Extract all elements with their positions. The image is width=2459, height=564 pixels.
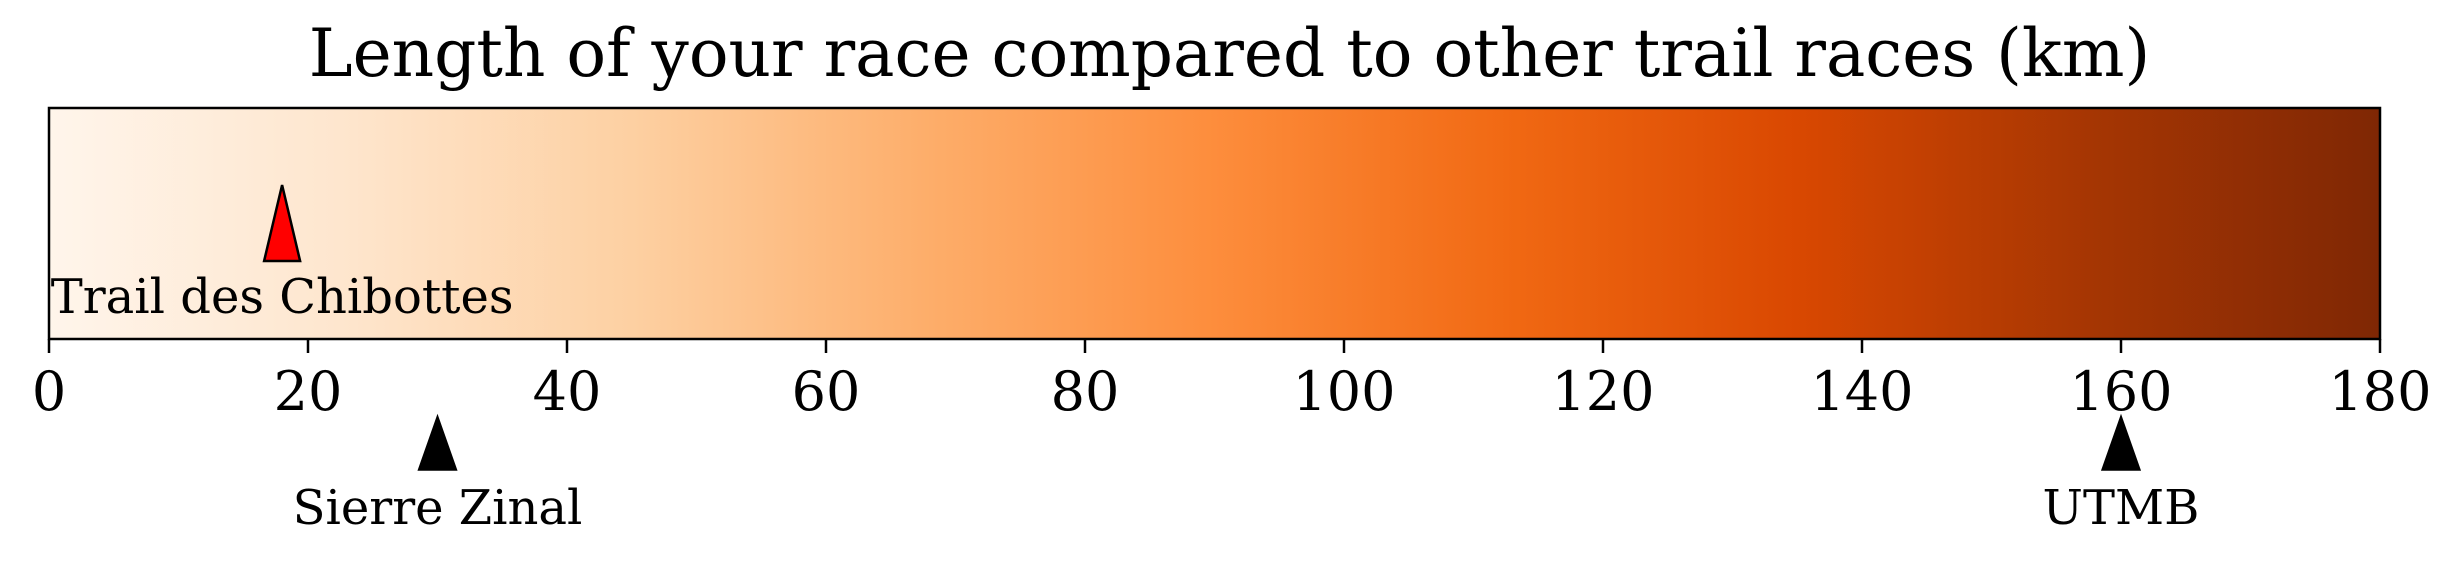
x-axis-ticks: 0 20 40 60 80 100 120 140 160 180 [32, 339, 2432, 423]
your-race-group: Trail des Chibottes [51, 184, 514, 325]
x-tick-label: 60 [792, 360, 861, 423]
reference-races-group: Sierre Zinal UTMB [293, 413, 2200, 536]
x-tick-label: 100 [1292, 360, 1395, 423]
your-race-label: Trail des Chibottes [51, 269, 514, 325]
reference-race-marker [417, 413, 458, 471]
x-tick-label: 160 [2069, 360, 2172, 423]
x-tick-label: 120 [1551, 360, 1654, 423]
x-tick-label: 80 [1051, 360, 1120, 423]
reference-race-label: UTMB [2043, 480, 2200, 536]
x-tick-label: 0 [32, 360, 66, 423]
reference-race-marker [2100, 413, 2142, 471]
x-tick-label: 20 [274, 360, 343, 423]
x-tick-label: 180 [2328, 360, 2431, 423]
your-race-marker [262, 184, 302, 263]
x-tick-label: 40 [533, 360, 602, 423]
x-tick-label: 140 [1810, 360, 1913, 423]
chart-title: Length of your race compared to other tr… [309, 15, 2151, 92]
colorbar [47, 106, 2382, 341]
reference-race-label: Sierre Zinal [293, 480, 583, 536]
